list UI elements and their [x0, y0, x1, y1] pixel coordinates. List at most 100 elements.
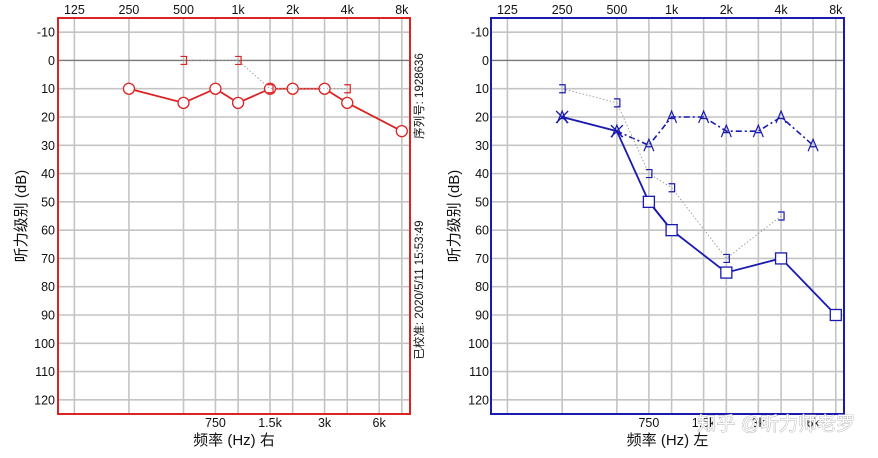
series-line: [128, 87, 403, 132]
x-tick-label: 250: [552, 3, 573, 17]
y-tick-label: 120: [34, 393, 55, 407]
y-tick-label: 0: [482, 54, 489, 68]
data-point-bracket: [559, 84, 566, 94]
y-tick-label: 40: [41, 167, 55, 181]
y-tick-label: 120: [468, 393, 489, 407]
x-tick-label: 4k: [341, 3, 355, 17]
y-tick-label: 60: [475, 224, 489, 238]
x-tick-label: 1k: [231, 3, 245, 17]
data-point-a-masked: [698, 109, 710, 124]
x-tick-label: 750: [638, 416, 659, 430]
data-point-bracket: [235, 55, 242, 66]
y-tick-label: 30: [475, 139, 489, 153]
data-point-a-masked: [611, 123, 623, 138]
data-point-a-masked: [807, 137, 819, 152]
y-tick-label: 90: [475, 309, 489, 323]
x-tick-label: 500: [606, 3, 627, 17]
y-tick-label: 100: [468, 337, 489, 351]
audiogram-panel-right-ear: 125 250 500 1k 2k 4k 8k 750 1.5k 3k 6k -10 0 10 20 30 40…: [13, 3, 426, 449]
y-tick-label: 30: [41, 139, 55, 153]
series-line: [561, 116, 814, 147]
data-point-circle: [122, 82, 136, 95]
x-tick-label: 8k: [829, 3, 843, 17]
data-point-square: [829, 308, 842, 322]
x-tick-label: 1.5k: [258, 416, 282, 430]
serial-number-label: 序列号: 1928636: [412, 53, 426, 139]
x-tick-label: 1.5k: [692, 416, 716, 430]
data-point-square: [642, 195, 656, 209]
y-tick-label: 40: [475, 167, 489, 181]
calibration-label: 已校准: 2020/5/11 15:53:49: [412, 220, 426, 359]
plot-frame: [490, 17, 845, 415]
x-tick-label: 6k: [373, 416, 387, 430]
series-line: [562, 88, 782, 260]
x-tick-label: 6k: [806, 416, 820, 430]
data-point-a-masked: [556, 109, 568, 124]
y-tick-label: 80: [475, 280, 489, 294]
data-point-circle: [209, 82, 222, 95]
y-tick-label: 80: [41, 280, 55, 294]
data-point-circle: [231, 96, 245, 110]
y-tick-label: 70: [41, 252, 55, 266]
data-point-circle: [177, 96, 190, 110]
x-tick-label: 8k: [395, 3, 409, 17]
watermark: 知乎 @听力师老罗: [697, 413, 855, 435]
data-point-circle: [341, 96, 354, 110]
x-tick-label: 3k: [752, 416, 766, 430]
data-point-bracket: [778, 211, 785, 221]
y-axis-title: 听力级别 (dB): [446, 170, 463, 263]
data-point-square: [720, 266, 733, 279]
data-point-bracket: [267, 84, 274, 94]
x-tick-label: 2k: [286, 3, 300, 17]
x-axis-title: 频率 (Hz) 左: [627, 432, 709, 449]
audiogram-panel-left-ear: 125 250 500 1k 2k 4k 8k 750 1.5k 3k 6k -10 0 10 20 30 40…: [446, 3, 845, 449]
data-point-square: [665, 223, 678, 237]
data-point-bracket: [645, 168, 653, 179]
data-point-bracket: [344, 84, 351, 94]
data-point-bracket: [180, 55, 188, 66]
y-axis-title: 听力级别 (dB): [13, 170, 30, 263]
plot-frame: [57, 17, 411, 415]
y-tick-label: 20: [475, 111, 489, 125]
y-tick-label: 50: [41, 195, 55, 209]
data-point-a-masked: [643, 137, 655, 152]
x-tick-label: 4k: [774, 3, 788, 17]
series-circle: [122, 82, 408, 138]
y-tick-label: 100: [34, 337, 55, 351]
x-tick-label: 250: [119, 3, 140, 17]
y-tick-label: 10: [41, 82, 55, 96]
y-tick-label: 60: [41, 224, 55, 238]
y-tick-label: 110: [35, 365, 55, 379]
y-tick-label: 20: [41, 111, 55, 125]
y-tick-label: 0: [48, 54, 55, 68]
x-tick-label: 500: [173, 3, 194, 17]
y-tick-label: 70: [475, 252, 489, 266]
data-point-bracket: [613, 98, 621, 108]
y-tick-label: 50: [475, 195, 489, 209]
x-tick-label: 1k: [665, 3, 679, 17]
y-tick-label: 90: [41, 309, 55, 323]
x-tick-label: 125: [64, 3, 85, 17]
y-tick-label: -10: [37, 26, 55, 40]
y-tick-label: 110: [469, 365, 489, 379]
x-tick-label: 750: [205, 416, 226, 430]
y-tick-label: -10: [471, 26, 489, 40]
series-bracket-right: [180, 55, 351, 94]
y-tick-label: 10: [475, 82, 489, 96]
data-point-a-masked: [720, 123, 732, 138]
series-bracket-left: [559, 84, 785, 264]
x-axis-title: 频率 (Hz) 右: [193, 432, 275, 449]
data-point-circle: [395, 124, 408, 138]
x-tick-label: 125: [497, 3, 518, 17]
series-A: [556, 109, 819, 152]
x-tick-label: 3k: [318, 416, 332, 430]
data-point-bracket: [668, 183, 676, 193]
data-point-bracket: [723, 253, 730, 264]
series-square: [642, 195, 842, 322]
data-point-square: [774, 252, 788, 265]
x-tick-label: 2k: [720, 3, 734, 17]
data-point-a-masked: [666, 109, 678, 124]
data-point-a-masked: [752, 123, 764, 138]
data-point-a-masked: [775, 109, 787, 124]
